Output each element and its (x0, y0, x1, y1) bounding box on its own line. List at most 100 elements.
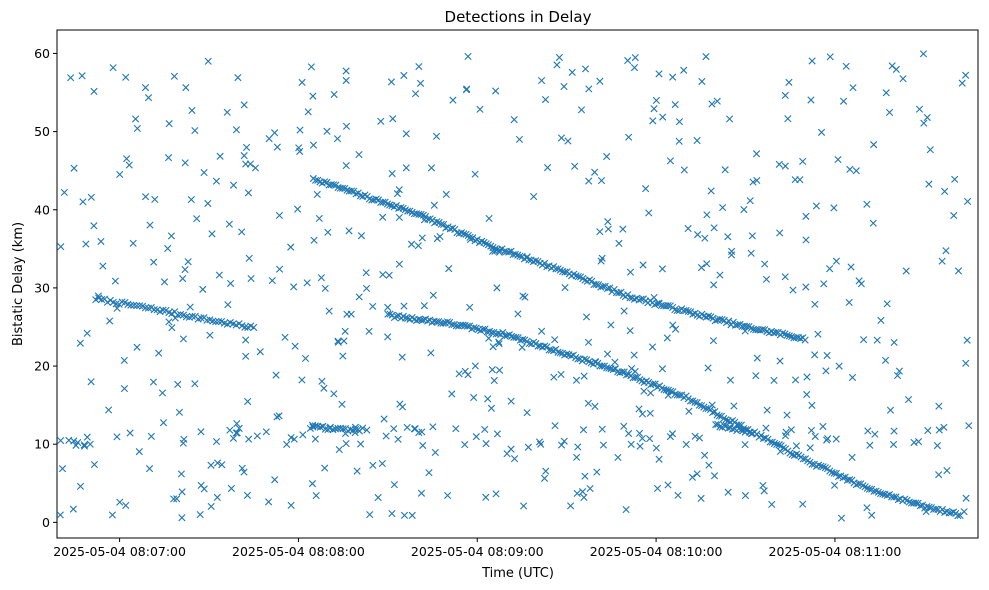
data-point (489, 343, 497, 351)
data-point (735, 424, 743, 433)
data-point (123, 155, 131, 163)
data-point (811, 351, 819, 359)
data-point (432, 132, 441, 140)
data-point (414, 242, 422, 250)
data-point (658, 365, 667, 373)
data-point (573, 489, 581, 498)
data-point (721, 166, 729, 174)
data-point (301, 354, 310, 363)
data-point (630, 351, 638, 359)
data-point (582, 313, 591, 321)
data-point (604, 225, 612, 233)
data-point (427, 164, 436, 172)
data-point (330, 90, 338, 99)
data-point (532, 257, 540, 265)
data-point (599, 441, 608, 449)
data-point (693, 311, 701, 319)
data-point (963, 336, 971, 344)
data-point (443, 318, 452, 326)
data-point (581, 65, 590, 73)
data-point (799, 500, 807, 508)
data-point (352, 190, 360, 198)
y-tick-label: 0 (42, 515, 50, 530)
data-point (941, 187, 949, 195)
data-point (323, 127, 331, 135)
data-point (275, 211, 283, 220)
data-point (724, 233, 732, 241)
data-point (67, 74, 75, 82)
data-point (264, 498, 273, 506)
data-point (685, 407, 693, 415)
data-point (524, 443, 532, 451)
data-point (646, 435, 654, 443)
data-point (60, 188, 68, 197)
data-point (193, 215, 201, 223)
data-point (268, 276, 276, 285)
data-point (835, 472, 843, 481)
data-point (859, 482, 867, 490)
data-point (811, 300, 819, 308)
data-point (538, 76, 546, 85)
data-point (87, 193, 95, 201)
data-point (556, 349, 564, 357)
data-point (603, 152, 611, 161)
data-point (213, 493, 221, 501)
data-point (943, 466, 951, 475)
data-point (207, 502, 215, 511)
data-point (852, 167, 860, 175)
data-point (650, 105, 658, 113)
data-point (519, 292, 527, 300)
data-point (234, 74, 242, 82)
data-point (442, 190, 450, 198)
data-point (365, 327, 373, 335)
data-point (512, 333, 520, 342)
data-points (56, 50, 973, 522)
data-point (709, 337, 718, 345)
data-point (178, 488, 186, 496)
data-point (146, 221, 154, 229)
data-point (551, 422, 559, 430)
data-point (695, 434, 704, 442)
data-point (639, 261, 647, 269)
data-point (626, 268, 635, 276)
data-point (734, 321, 742, 329)
data-point (281, 333, 289, 341)
data-point (674, 491, 682, 499)
data-point (568, 68, 576, 76)
data-point (557, 370, 565, 379)
data-point (652, 444, 660, 452)
data-point (342, 67, 350, 75)
data-point (299, 431, 307, 439)
data-point (542, 467, 550, 475)
data-point (182, 84, 190, 92)
y-axis: 0 10 20 30 40 50 60 (34, 46, 57, 530)
data-point (638, 410, 647, 418)
data-point (747, 430, 756, 438)
data-point (708, 100, 716, 108)
x-tick-label: 2025-05-04 08:11:00 (769, 544, 902, 559)
data-point (507, 247, 515, 255)
data-point (94, 292, 102, 300)
data-point (879, 490, 887, 498)
data-point (454, 322, 463, 330)
data-point (564, 137, 572, 145)
data-point (631, 367, 639, 376)
data-point (691, 398, 699, 406)
data-point (478, 237, 486, 245)
data-point (204, 199, 212, 208)
data-point (741, 327, 749, 335)
data-point (363, 426, 371, 434)
data-point (341, 327, 349, 335)
data-point (701, 451, 709, 459)
data-point (419, 441, 427, 450)
data-point (960, 508, 968, 516)
data-point (543, 343, 551, 351)
data-point (491, 247, 499, 255)
data-point (785, 332, 793, 340)
data-point (783, 411, 791, 419)
data-point (749, 178, 757, 186)
data-point (197, 314, 205, 322)
data-point (802, 283, 810, 291)
data-point (342, 161, 350, 170)
data-point (466, 233, 474, 241)
